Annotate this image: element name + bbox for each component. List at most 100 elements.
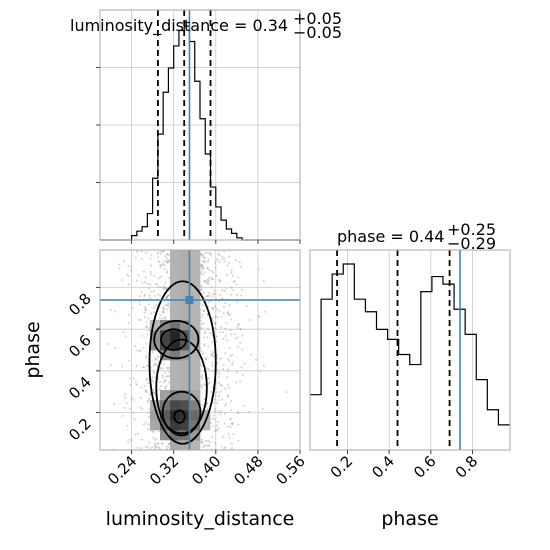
scatter-point [239,265,242,268]
scatter-point [158,260,161,263]
scatter-point [162,307,165,310]
scatter-point [157,260,160,263]
scatter-point [114,347,117,350]
scatter-point [217,427,220,430]
scatter-point [156,252,159,255]
truth-lines [100,10,461,450]
scatter-point [145,251,148,254]
scatter-point [134,381,137,384]
scatter-point [215,340,218,343]
scatter-point [216,316,219,319]
density-cell [150,320,161,331]
scatter-point [210,277,213,280]
scatter-point [220,445,223,448]
scatter-point [113,402,116,405]
x-tick-label-ld: 0.40 [188,452,224,488]
scatter-point [164,387,167,390]
scatter-point [212,271,215,274]
scatter-point [131,306,134,309]
density-cell [190,430,201,441]
scatter-point [156,442,159,445]
scatter-point [227,425,230,428]
scatter-point [204,357,207,360]
scatter-point [152,388,155,391]
scatter-point [147,317,150,320]
scatter-point [216,308,219,311]
density-cell [180,320,191,331]
scatter-point [214,441,217,444]
scatter-point [168,371,171,374]
density-cell [180,370,191,381]
scatter-point [128,408,131,411]
density-cell [180,290,191,301]
scatter-point [214,315,217,318]
scatter-point [200,271,203,274]
scatter-point [167,381,170,384]
scatter-point [211,435,214,438]
scatter-point [200,288,203,291]
scatter-point [237,324,240,327]
phase-title-main: phase = 0.44 [337,227,444,246]
scatter-point [211,295,214,298]
scatter-point [206,402,209,405]
scatter-point [147,287,150,290]
scatter-point [200,326,203,329]
scatter-point [214,394,217,397]
scatter-point [229,418,232,421]
scatter-point [165,375,168,378]
scatter-point [214,261,217,264]
scatter-point [207,258,210,261]
scatter-point [109,309,112,312]
scatter-point [126,273,129,276]
scatter-point [238,260,241,263]
scatter-point [164,316,167,319]
scatter-point [128,377,131,380]
scatter-point [216,368,219,371]
density-cell [190,390,201,401]
scatter-point [153,438,156,441]
scatter-point [124,396,127,399]
scatter-point [151,446,154,449]
scatter-point [166,367,169,370]
scatter-point [223,290,226,293]
x-axis-label-ld: luminosity_distance [106,508,295,530]
scatter-point [223,260,226,263]
scatter-point [231,447,234,450]
scatter-point [232,433,235,436]
scatter-point [226,383,229,386]
density-cell [190,260,201,271]
scatter-point [162,250,165,253]
scatter-point [148,441,151,444]
scatter-point [158,277,161,280]
scatter-point [203,259,206,262]
density-contour [173,409,186,424]
scatter-point [132,398,135,401]
density-cell [160,410,171,421]
scatter-point [149,270,152,273]
scatter-point [150,253,153,256]
scatter-point [129,383,132,386]
scatter-point [204,357,207,360]
scatter-point [139,447,142,450]
scatter-point [205,358,208,361]
scatter-point [142,366,145,369]
scatter-point [220,385,223,388]
scatter-point [152,311,155,314]
density-cell [170,330,181,341]
scatter-point [151,351,154,354]
scatter-point [217,399,220,402]
scatter-point [207,328,210,331]
scatter-point [206,260,209,263]
scatter-point [217,410,220,413]
scatter-point [154,358,157,361]
scatter-point [200,263,203,266]
scatter-point [226,274,229,277]
scatter-point [204,251,207,254]
scatter-point [148,296,151,299]
scatter-point [201,352,204,355]
density-cell [180,380,191,391]
scatter-point [167,260,170,263]
scatter-point [167,254,170,257]
scatter-point [143,308,146,311]
phase-hist-frame [309,249,511,451]
